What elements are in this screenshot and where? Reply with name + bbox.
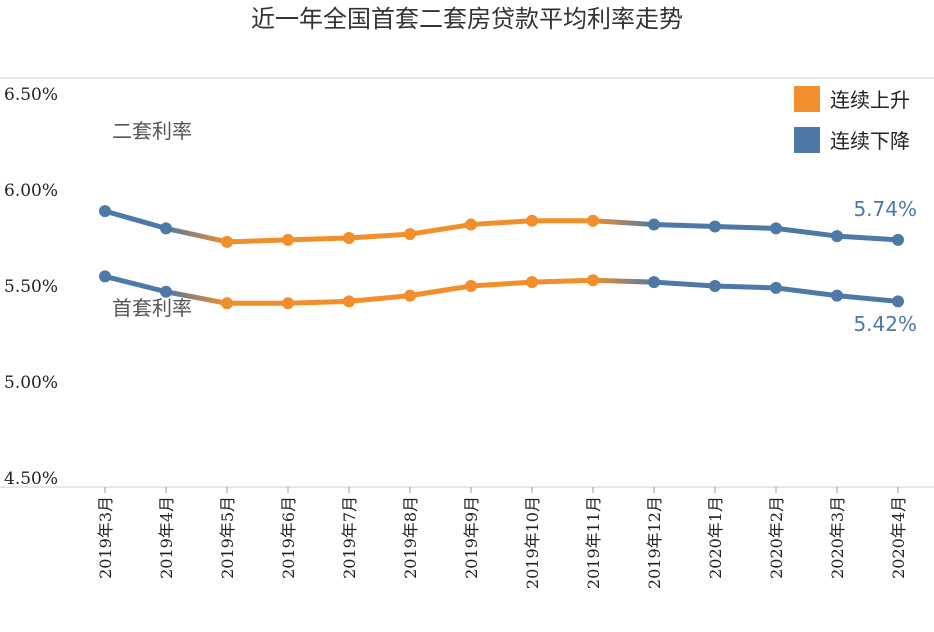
x-axis-ticks: 2019年3月 2019年4月 2019年5月 2019年6月 2019年7月 2019年… (96, 487, 908, 589)
line-segment-second-home (712, 223, 779, 231)
legend-label-falling: 连续下降 (830, 129, 910, 153)
y-tick-label: 5.50% (4, 277, 58, 297)
x-tick-label: 2019年3月 (96, 496, 115, 579)
series-label-second-home: 二套利率 (112, 119, 192, 143)
x-tick-label: 2019年11月 (584, 496, 603, 589)
series-lines (102, 208, 901, 306)
line-segment-second-home (102, 208, 169, 231)
y-tick-label: 5.00% (4, 373, 58, 393)
data-point-first-home (892, 295, 904, 308)
line-segment-second-home (834, 233, 901, 243)
data-point-second-home (526, 214, 538, 227)
line-segment-second-home (163, 225, 230, 245)
data-point-first-home (282, 297, 294, 310)
data-point-first-home (404, 289, 416, 302)
data-point-first-home (465, 280, 477, 292)
data-point-first-home (526, 276, 538, 289)
line-segment-second-home (468, 218, 535, 228)
line-segment-first-home (468, 279, 535, 289)
data-point-second-home (343, 232, 355, 244)
legend-swatch-falling (794, 127, 820, 153)
legend: 连续上升 连续下降 (794, 86, 910, 153)
data-point-first-home (648, 276, 660, 289)
data-point-second-home (831, 230, 843, 243)
x-tick-label: 2019年7月 (340, 496, 359, 579)
line-segment-second-home (285, 235, 352, 243)
data-point-second-home (99, 205, 111, 218)
data-point-first-home (709, 280, 721, 292)
line-segment-first-home (163, 289, 230, 306)
data-point-second-home (648, 218, 660, 231)
data-point-second-home (892, 233, 904, 246)
series-label-first-home: 首套利率 (112, 296, 192, 320)
line-segment-first-home (407, 283, 474, 299)
x-tick-label: 2019年10月 (523, 496, 542, 589)
y-tick-label: 6.00% (4, 181, 58, 201)
series-points (99, 205, 904, 310)
y-tick-label: 4.50% (4, 469, 58, 489)
line-segment-second-home (407, 222, 474, 237)
legend-label-rising: 连续上升 (830, 88, 910, 112)
x-tick-label: 2019年5月 (218, 496, 237, 579)
data-point-second-home (587, 214, 599, 227)
line-segment-first-home (346, 293, 413, 304)
chart-title: 近一年全国首套二套房贷款平均利率走势 (251, 5, 683, 33)
line-segment-second-home (773, 225, 840, 239)
line-segment-second-home (224, 237, 291, 245)
line-segment-second-home (346, 231, 413, 241)
end-label-second-home: 5.74% (853, 197, 917, 221)
line-segment-first-home (529, 277, 596, 285)
line-segment-first-home (834, 293, 901, 304)
line-segment-second-home (651, 222, 718, 229)
y-axis-ticks: 6.50% 6.00% 5.50% 5.00% 4.50% (4, 85, 58, 489)
line-segment-first-home (712, 283, 779, 291)
x-tick-label: 2020年2月 (767, 496, 786, 579)
data-point-second-home (221, 235, 233, 248)
x-tick-label: 2019年8月 (401, 496, 420, 579)
data-point-first-home (99, 270, 111, 283)
data-point-second-home (404, 228, 416, 241)
data-point-second-home (709, 220, 721, 233)
x-tick-label: 2019年9月 (462, 496, 481, 579)
line-segment-first-home (651, 279, 718, 289)
legend-swatch-rising (794, 86, 820, 112)
x-tick-label: 2020年1月 (706, 496, 725, 579)
x-tick-label: 2020年4月 (889, 496, 908, 579)
data-point-first-home (587, 274, 599, 287)
data-point-second-home (770, 222, 782, 235)
line-segment-first-home (102, 273, 169, 295)
data-point-first-home (160, 285, 172, 298)
data-point-first-home (831, 289, 843, 302)
line-segment-first-home (590, 277, 657, 285)
line-segment-first-home (773, 285, 840, 299)
data-point-first-home (770, 281, 782, 294)
data-point-second-home (282, 233, 294, 246)
x-tick-label: 2020年3月 (828, 496, 847, 579)
x-tick-label: 2019年12月 (645, 496, 664, 589)
y-tick-label: 6.50% (4, 85, 58, 105)
data-point-second-home (160, 222, 172, 235)
line-segment-first-home (285, 298, 352, 306)
data-point-second-home (465, 218, 477, 231)
x-tick-label: 2019年6月 (279, 496, 298, 579)
data-point-first-home (221, 297, 233, 310)
line-segment-second-home (590, 218, 657, 228)
end-label-first-home: 5.42% (853, 312, 917, 336)
data-point-first-home (343, 295, 355, 308)
x-tick-label: 2019年4月 (157, 496, 176, 579)
